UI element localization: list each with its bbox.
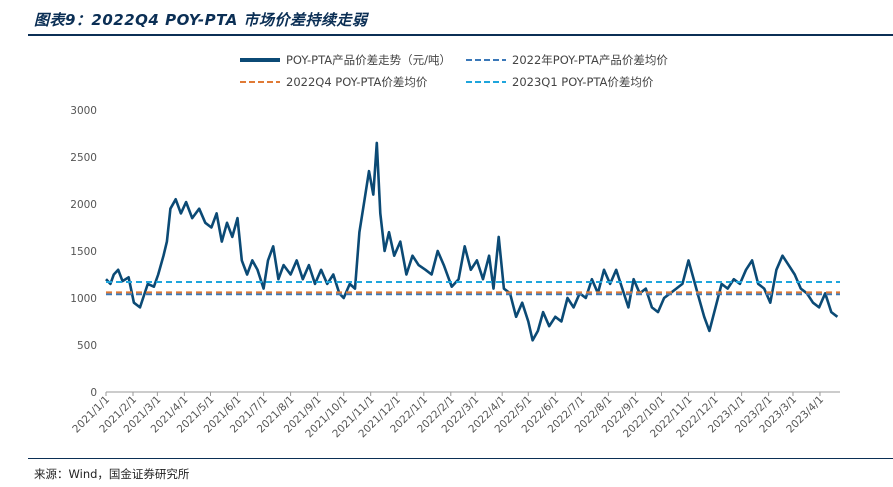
- legend: POY-PTA产品价差走势（元/吨） 2022年POY-PTA产品价差均价 2022…: [240, 53, 668, 89]
- footer-divider: [28, 458, 893, 459]
- y-tick-label: 1000: [70, 293, 97, 305]
- title-divider: [28, 34, 893, 36]
- legend-label: 2023Q1 POY-PTA价差均价: [512, 75, 654, 89]
- series-layer: [105, 141, 840, 342]
- y-tick-label: 2500: [70, 152, 97, 164]
- chart-title: 图表9：2022Q4 POY-PTA 市场价差持续走弱: [34, 11, 368, 29]
- y-tick-label: 2000: [70, 199, 97, 211]
- legend-label: POY-PTA产品价差走势（元/吨）: [286, 53, 451, 67]
- source-note: 来源：Wind，国金证券研究所: [34, 467, 190, 481]
- x-axis: 2021/1/12021/2/12021/3/12021/4/12021/5/1…: [70, 391, 840, 440]
- legend-label: 2022Q4 POY-PTA价差均价: [286, 75, 428, 89]
- legend-label: 2022年POY-PTA产品价差均价: [512, 53, 668, 67]
- y-tick-label: 0: [90, 387, 97, 399]
- y-tick-label: 3000: [70, 105, 97, 117]
- y-tick-label: 500: [77, 340, 97, 352]
- y-tick-label: 1500: [70, 246, 97, 258]
- series-line-poy-pta-spread: [105, 141, 839, 342]
- y-axis: 0 500 1000 1500 2000 2500 3000: [70, 105, 97, 399]
